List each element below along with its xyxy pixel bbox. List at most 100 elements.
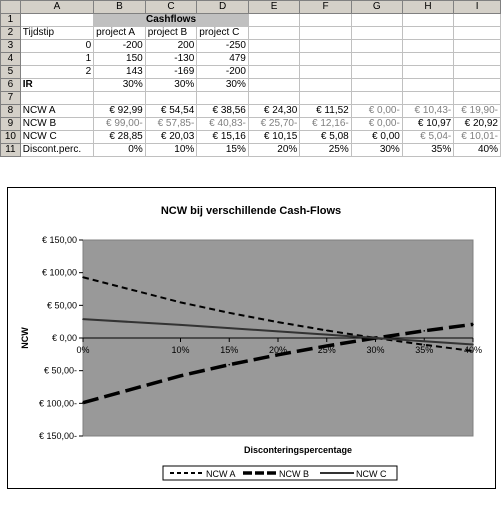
cell-G10[interactable]: € 0,00 [350, 130, 403, 144]
cell-G5[interactable] [350, 65, 403, 79]
column-header-d[interactable]: D [196, 0, 249, 14]
cell-A11[interactable]: Discont.perc. [19, 143, 95, 157]
cell-B1-cashflows-header[interactable]: Cashflows [93, 13, 249, 27]
row-header-4[interactable]: 4 [0, 52, 21, 66]
cell-E6[interactable] [247, 78, 301, 92]
cell-E7[interactable] [247, 91, 301, 105]
cell-C6[interactable]: 30% [144, 78, 198, 92]
cell-I11[interactable]: 40% [453, 143, 501, 157]
cell-I9[interactable]: € 20,92 [453, 117, 501, 131]
column-header-a[interactable]: A [19, 0, 95, 14]
cell-H7[interactable] [401, 91, 455, 105]
cell-D2[interactable]: project C [196, 26, 249, 40]
cell-I3[interactable] [453, 39, 501, 53]
cell-G4[interactable] [350, 52, 403, 66]
cell-C4[interactable]: -130 [144, 52, 198, 66]
cell-F8[interactable]: € 11,52 [299, 104, 352, 118]
column-header-e[interactable]: E [247, 0, 301, 14]
cell-B5[interactable]: 143 [93, 65, 146, 79]
cell-B7[interactable] [93, 91, 146, 105]
cell-F5[interactable] [299, 65, 352, 79]
row-header-1[interactable]: 1 [0, 13, 21, 27]
row-header-11[interactable]: 11 [0, 143, 21, 157]
column-header-b[interactable]: B [93, 0, 146, 14]
cell-B9[interactable]: € 99,00- [93, 117, 146, 131]
column-header-c[interactable]: C [144, 0, 198, 14]
cell-H6[interactable] [401, 78, 455, 92]
cell-F9[interactable]: € 12,16- [299, 117, 352, 131]
cell-A9[interactable]: NCW B [19, 117, 95, 131]
cell-I7[interactable] [453, 91, 501, 105]
column-header-h[interactable]: H [401, 0, 455, 14]
cell-C2[interactable]: project B [144, 26, 198, 40]
row-header-3[interactable]: 3 [0, 39, 21, 53]
cell-I10[interactable]: € 10,01- [453, 130, 501, 144]
row-header-8[interactable]: 8 [0, 104, 21, 118]
cell-B6[interactable]: 30% [93, 78, 146, 92]
cell-E2[interactable] [247, 26, 301, 40]
row-header-10[interactable]: 10 [0, 130, 21, 144]
cell-G9[interactable]: € 0,00- [350, 117, 403, 131]
chart-area[interactable]: NCW bij verschillende Cash-Flows € 150,00… [7, 187, 496, 489]
cell-H10[interactable]: € 5,04- [401, 130, 455, 144]
cell-B10[interactable]: € 28,85 [93, 130, 146, 144]
cell-H9[interactable]: € 10,97 [401, 117, 455, 131]
row-header-9[interactable]: 9 [0, 117, 21, 131]
cell-F1[interactable] [299, 13, 352, 27]
row-header-5[interactable]: 5 [0, 65, 21, 79]
column-header-i[interactable]: I [453, 0, 501, 14]
cell-D4[interactable]: 479 [196, 52, 249, 66]
cell-F4[interactable] [299, 52, 352, 66]
column-header-f[interactable]: F [299, 0, 352, 14]
ncw-line-chart[interactable]: NCW bij verschillende Cash-Flows € 150,00… [8, 188, 495, 488]
cell-B3[interactable]: -200 [93, 39, 146, 53]
cell-B2[interactable]: project A [93, 26, 146, 40]
select-all-corner[interactable] [0, 0, 21, 14]
cell-E1[interactable] [247, 13, 301, 27]
cell-G6[interactable] [350, 78, 403, 92]
cell-E9[interactable]: € 25,70- [247, 117, 301, 131]
row-header-7[interactable]: 7 [0, 91, 21, 105]
cell-D10[interactable]: € 15,16 [196, 130, 249, 144]
cell-E5[interactable] [247, 65, 301, 79]
cell-H4[interactable] [401, 52, 455, 66]
cell-C5[interactable]: -169 [144, 65, 198, 79]
cell-H5[interactable] [401, 65, 455, 79]
cell-F11[interactable]: 25% [299, 143, 352, 157]
cell-A8[interactable]: NCW A [19, 104, 95, 118]
cell-E8[interactable]: € 24,30 [247, 104, 301, 118]
cell-F6[interactable] [299, 78, 352, 92]
cell-C3[interactable]: 200 [144, 39, 198, 53]
cell-F3[interactable] [299, 39, 352, 53]
cell-A6[interactable]: IR [19, 78, 95, 92]
cell-H8[interactable]: € 10,43- [401, 104, 455, 118]
cell-D11[interactable]: 15% [196, 143, 249, 157]
cell-D8[interactable]: € 38,56 [196, 104, 249, 118]
cell-H1[interactable] [401, 13, 455, 27]
cell-D3[interactable]: -250 [196, 39, 249, 53]
cell-A5[interactable]: 2 [19, 65, 95, 79]
cell-H11[interactable]: 35% [401, 143, 455, 157]
cell-I6[interactable] [453, 78, 501, 92]
cell-I1[interactable] [453, 13, 501, 27]
cell-G8[interactable]: € 0,00- [350, 104, 403, 118]
cell-I4[interactable] [453, 52, 501, 66]
column-header-g[interactable]: G [350, 0, 403, 14]
cell-D5[interactable]: -200 [196, 65, 249, 79]
cell-G2[interactable] [350, 26, 403, 40]
cell-G3[interactable] [350, 39, 403, 53]
cell-D7[interactable] [196, 91, 249, 105]
cell-H2[interactable] [401, 26, 455, 40]
cell-G1[interactable] [350, 13, 403, 27]
cell-A4[interactable]: 1 [19, 52, 95, 66]
cell-G11[interactable]: 30% [350, 143, 403, 157]
cell-A1[interactable] [19, 13, 95, 27]
cell-C10[interactable]: € 20,03 [144, 130, 198, 144]
cell-E11[interactable]: 20% [247, 143, 301, 157]
cell-F2[interactable] [299, 26, 352, 40]
cell-B8[interactable]: € 92,99 [93, 104, 146, 118]
cell-I2[interactable] [453, 26, 501, 40]
cell-F10[interactable]: € 5,08 [299, 130, 352, 144]
cell-C7[interactable] [144, 91, 198, 105]
